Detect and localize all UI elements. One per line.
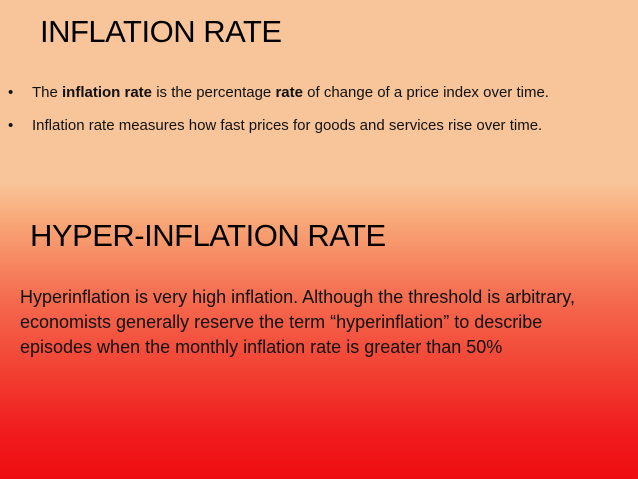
bullet-item: • The inflation rate is the percentage r… <box>8 84 608 102</box>
bullet-marker: • <box>8 117 14 134</box>
bullet-text-part: of change of a price index over time. <box>302 84 549 101</box>
bold-term-inflation-rate: inflation rate <box>62 84 153 101</box>
bullet-item: • Inflation rate measures how fast price… <box>8 117 608 135</box>
section-subtitle: HYPER-INFLATION RATE <box>30 218 386 253</box>
bullet-text-part: The <box>32 84 63 101</box>
hyperinflation-paragraph: Hyperinflation is very high inflation. A… <box>20 287 575 357</box>
bullet-text: Inflation rate measures how fast prices … <box>32 117 543 134</box>
bullet-marker: • <box>8 84 14 101</box>
bold-term-rate: rate <box>275 84 303 101</box>
slide-title: INFLATION RATE <box>40 14 282 49</box>
bullet-text-part: is the percentage <box>152 84 276 101</box>
bullet-list: • The inflation rate is the percentage r… <box>8 84 608 150</box>
